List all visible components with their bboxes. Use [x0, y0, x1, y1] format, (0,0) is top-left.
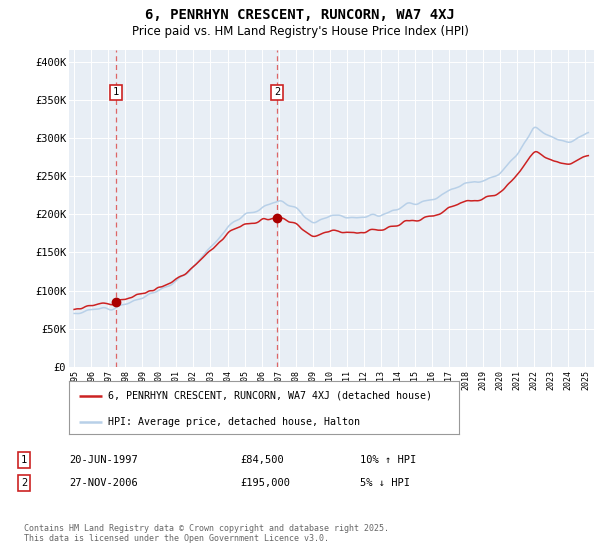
Text: £84,500: £84,500: [240, 455, 284, 465]
Text: Contains HM Land Registry data © Crown copyright and database right 2025.
This d: Contains HM Land Registry data © Crown c…: [24, 524, 389, 543]
Text: Price paid vs. HM Land Registry's House Price Index (HPI): Price paid vs. HM Land Registry's House …: [131, 25, 469, 38]
Text: 2: 2: [21, 478, 27, 488]
Text: 1: 1: [21, 455, 27, 465]
Text: HPI: Average price, detached house, Halton: HPI: Average price, detached house, Halt…: [108, 417, 360, 427]
Text: 2: 2: [274, 87, 280, 97]
Text: 6, PENRHYN CRESCENT, RUNCORN, WA7 4XJ: 6, PENRHYN CRESCENT, RUNCORN, WA7 4XJ: [145, 8, 455, 22]
Text: 20-JUN-1997: 20-JUN-1997: [69, 455, 138, 465]
Text: 6, PENRHYN CRESCENT, RUNCORN, WA7 4XJ (detached house): 6, PENRHYN CRESCENT, RUNCORN, WA7 4XJ (d…: [108, 391, 432, 401]
Text: 27-NOV-2006: 27-NOV-2006: [69, 478, 138, 488]
Text: 5% ↓ HPI: 5% ↓ HPI: [360, 478, 410, 488]
Text: 1: 1: [113, 87, 119, 97]
Text: £195,000: £195,000: [240, 478, 290, 488]
Text: 10% ↑ HPI: 10% ↑ HPI: [360, 455, 416, 465]
